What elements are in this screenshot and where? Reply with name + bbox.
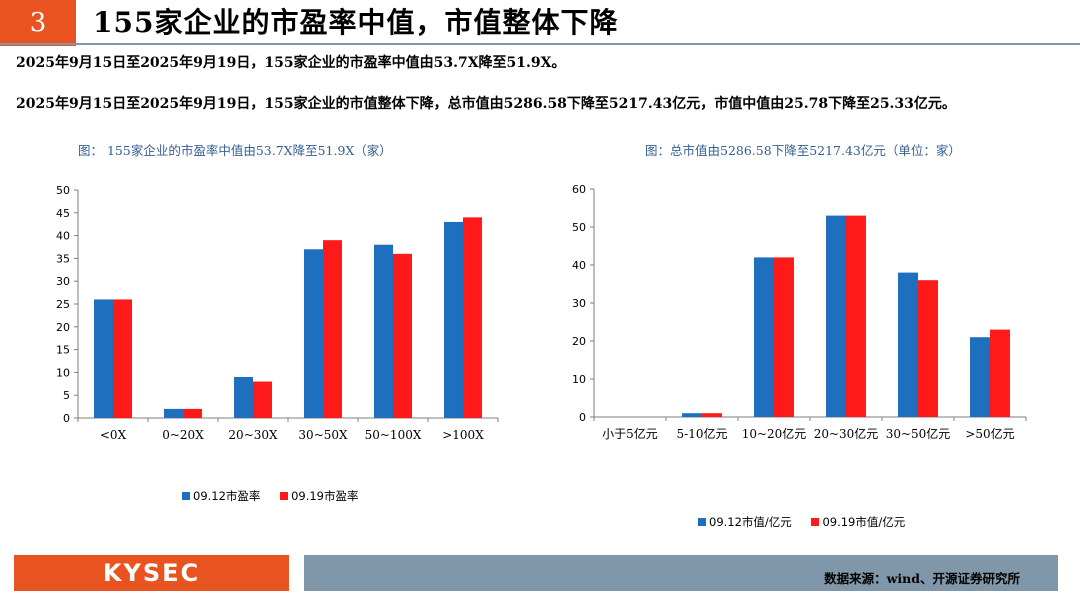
x-tick-label: <0X: [100, 428, 127, 442]
x-tick-label: 20~30X: [228, 428, 278, 442]
x-tick-label: >100X: [442, 428, 484, 442]
bar: [990, 329, 1010, 417]
legend-swatch-series1: [698, 517, 706, 526]
bar: [702, 413, 722, 417]
bar: [323, 240, 342, 418]
chart-caption-market-cap: 图：总市值由5286.58下降至5217.43亿元（单位：家）: [645, 143, 961, 158]
x-tick-label: 5-10亿元: [677, 426, 728, 441]
y-tick-label: 45: [56, 207, 70, 220]
bar: [234, 376, 253, 418]
pe-bar-chart: 0 5 10 15 20 25 30 35 40 45 50 <0X 0~20X 20~30X 30~50X…: [56, 184, 499, 442]
data-source: 数据来源：wind、开源证券研究所: [824, 571, 1020, 586]
bar: [754, 257, 774, 417]
bar: [164, 408, 183, 418]
bar: [113, 299, 132, 418]
x-tick-label: 小于5亿元: [602, 426, 658, 441]
market-cap-chart-legend: 09.12市值/亿元 09.19市值/亿元: [698, 514, 921, 530]
y-tick-label: 20: [572, 335, 586, 348]
legend-label-series2: 09.19市值/亿元: [822, 515, 906, 529]
legend-swatch-series2: [280, 491, 289, 500]
bar: [183, 408, 202, 418]
x-tick-label: 10~20亿元: [742, 426, 807, 441]
y-tick-label: 15: [56, 344, 70, 357]
bar: [970, 337, 990, 417]
y-tick-label: 20: [56, 321, 70, 334]
y-tick-label: 40: [572, 259, 586, 272]
y-tick-label: 30: [572, 297, 586, 310]
y-tick-label: 10: [572, 373, 586, 386]
title-divider: [0, 43, 1080, 45]
legend-item-series2: 09.19市盈率: [280, 489, 359, 503]
kysec-logo: KYSEC: [102, 559, 201, 587]
legend-label-series2: 09.19市盈率: [291, 489, 359, 503]
bar: [393, 253, 412, 418]
footer-source-bar: 数据来源：wind、开源证券研究所: [304, 555, 1058, 591]
bar: [463, 217, 482, 418]
y-tick-label: 25: [56, 298, 70, 311]
slide-number: 3: [0, 0, 76, 46]
y-tick-label: 40: [56, 230, 70, 243]
page-title: 155家企业的市盈率中值，市值整体下降: [93, 6, 619, 39]
y-tick-label: 50: [572, 221, 586, 234]
legend-item-series1: 09.12市值/亿元: [698, 515, 792, 529]
legend-swatch-series1: [182, 491, 190, 500]
footer-logo-bar: KYSEC: [14, 555, 289, 591]
legend-label-series1: 09.12市值/亿元: [709, 515, 792, 529]
bar: [918, 280, 938, 417]
x-tick-label: >50亿元: [965, 426, 1014, 441]
bar: [444, 221, 463, 418]
x-tick-label: 50~100X: [365, 428, 422, 442]
bar: [826, 215, 846, 417]
bar: [253, 381, 272, 418]
bar: [846, 215, 866, 417]
legend-item-series1: 09.12市盈率: [182, 489, 260, 503]
y-tick-label: 30: [56, 275, 70, 288]
y-tick-label: 5: [63, 389, 70, 402]
y-tick-label: 50: [56, 184, 70, 197]
chart-caption-pe: 图： 155家企业的市盈率中值由53.7X降至51.9X（家）: [78, 143, 392, 158]
summary-paragraph-market-cap: 2025年9月15日至2025年9月19日，155家企业的市值整体下降，总市值由…: [16, 96, 956, 112]
legend-label-series1: 09.12市盈率: [193, 489, 261, 503]
bar: [774, 257, 794, 417]
y-tick-label: 0: [579, 411, 586, 424]
x-tick-label: 30~50亿元: [886, 426, 951, 441]
y-tick-label: 35: [56, 252, 70, 265]
summary-paragraph-pe: 2025年9月15日至2025年9月19日，155家企业的市盈率中值由53.7X…: [16, 55, 566, 71]
y-tick-label: 0: [63, 412, 70, 425]
x-tick-label: 0~20X: [162, 428, 204, 442]
bar: [94, 299, 113, 418]
pe-chart-legend: 09.12市盈率 09.19市盈率: [182, 488, 375, 504]
legend-item-series2: 09.19市值/亿元: [811, 515, 905, 529]
y-tick-label: 10: [56, 366, 70, 379]
legend-swatch-series2: [811, 517, 820, 526]
bar: [898, 272, 918, 417]
bar: [682, 413, 702, 417]
market-cap-bar-chart: 0 10 20 30 40 50 60 小于5亿元 5-10亿元 10~20亿元 20~30亿元 30…: [572, 183, 1027, 441]
x-tick-label: 20~30亿元: [814, 426, 879, 441]
bar: [374, 244, 393, 418]
bar: [304, 249, 323, 418]
y-tick-label: 60: [572, 183, 586, 196]
x-tick-label: 30~50X: [298, 428, 348, 442]
